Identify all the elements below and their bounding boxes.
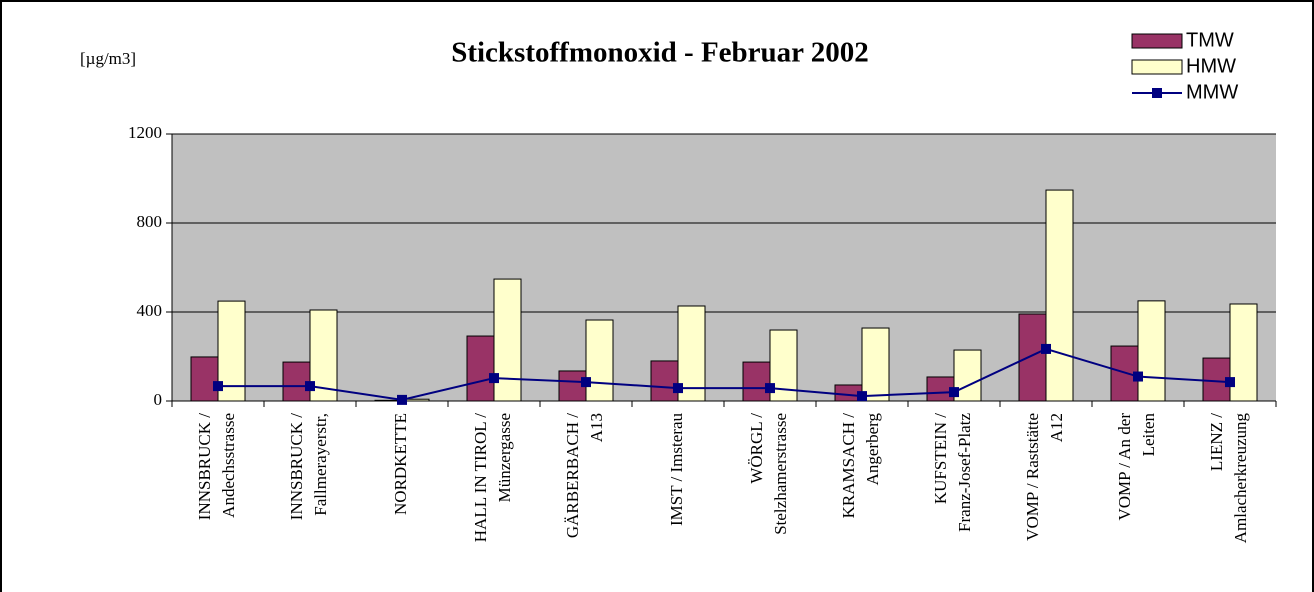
x-tick-label: Franz-Josef-Platz [955,413,974,532]
line-marker [489,373,499,384]
x-tick-label: VOMP / Raststätte [1023,413,1042,541]
x-tick-label: Amlacherkreuzung [1231,413,1250,544]
x-tick-label: Münzergasse [495,413,514,502]
y-tick-label: 800 [137,212,163,231]
x-tick-label: INNSBRUCK / [195,413,214,520]
x-tick-label-group: KRAMSACH / Angerberg [839,413,882,519]
x-tick-label-group: WÖRGL / Stelzhamerstrasse [747,413,790,535]
x-tick-label: Stelzhamerstrasse [771,413,790,535]
x-tick-label: A13 [587,413,606,442]
line-marker [673,383,683,394]
x-tick-label: NORDKETTE [391,413,410,515]
x-tick-label: INNSBRUCK / [287,413,306,520]
x-tick-label-group: VOMP / An der Leiten [1115,413,1158,521]
line-marker [1133,371,1143,382]
x-tick-label-group: INNSBRUCK / Fallmerayerstr, [287,413,330,520]
x-tick-label-group: GÄRBERBACH / A13 [563,413,606,538]
line-marker [765,383,775,394]
x-tick-label: KRAMSACH / [839,413,858,519]
y-tick-label: 1200 [128,123,162,142]
x-tick-label: Fallmerayerstr, [311,413,330,516]
x-tick-label: Angerberg [863,413,882,486]
bar [1018,313,1047,402]
plot-area [172,134,1276,401]
bar [466,335,495,402]
bar [585,319,614,402]
legend-swatch [1131,59,1183,75]
legend-label: HMW [1186,55,1236,77]
bar [217,300,246,402]
x-tick-label: Leiten [1139,413,1158,457]
line-marker [949,387,959,398]
legend-marker [1152,88,1162,98]
x-tick-label: KUFSTEIN / [931,413,950,504]
x-tick-label: GÄRBERBACH / [563,413,582,538]
y-tick-label: 400 [137,301,163,320]
x-tick-label: A12 [1047,413,1066,442]
line-marker [857,391,867,402]
x-tick-label: LIENZ / [1207,413,1226,471]
x-tick-label-group: HALL IN TIROL / Münzergasse [471,413,514,542]
bar [742,361,771,402]
line-marker [581,377,591,388]
x-tick-label-group: NORDKETTE [391,413,410,515]
bar [1137,300,1166,402]
line-marker [305,381,315,392]
x-tick-label: WÖRGL / [747,413,766,484]
x-tick-label-group: IMST / Imsterau [667,413,686,527]
bar [650,360,679,402]
y-axis-label: [µg/m3] [80,49,136,68]
line-marker [1225,377,1235,388]
x-tick-label-group: VOMP / Raststätte A12 [1023,413,1066,541]
bar [861,327,890,402]
legend-label: MMW [1186,81,1238,103]
line [218,347,1231,401]
line-marker [1041,343,1051,354]
legend-label: TMW [1186,29,1234,51]
x-tick-label: VOMP / An der [1115,413,1134,521]
x-tick-label-group: KUFSTEIN / Franz-Josef-Platz [931,413,974,532]
x-tick-label-group: INNSBRUCK / Andechsstrasse [195,413,238,520]
chart-title: Stickstoffmonoxid - Februar 2002 [451,37,869,69]
bar [1045,189,1074,402]
bar [190,356,219,402]
line-marker [397,394,407,405]
x-tick-label: Andechsstrasse [219,413,238,518]
line-marker [213,381,223,392]
x-tick-label: HALL IN TIROL / [471,413,490,542]
x-tick-label-group: LIENZ / Amlacherkreuzung [1207,413,1250,544]
x-tick-label: IMST / Imsterau [667,413,686,527]
y-tick-label: 0 [154,390,163,409]
legend-swatch [1131,33,1183,49]
